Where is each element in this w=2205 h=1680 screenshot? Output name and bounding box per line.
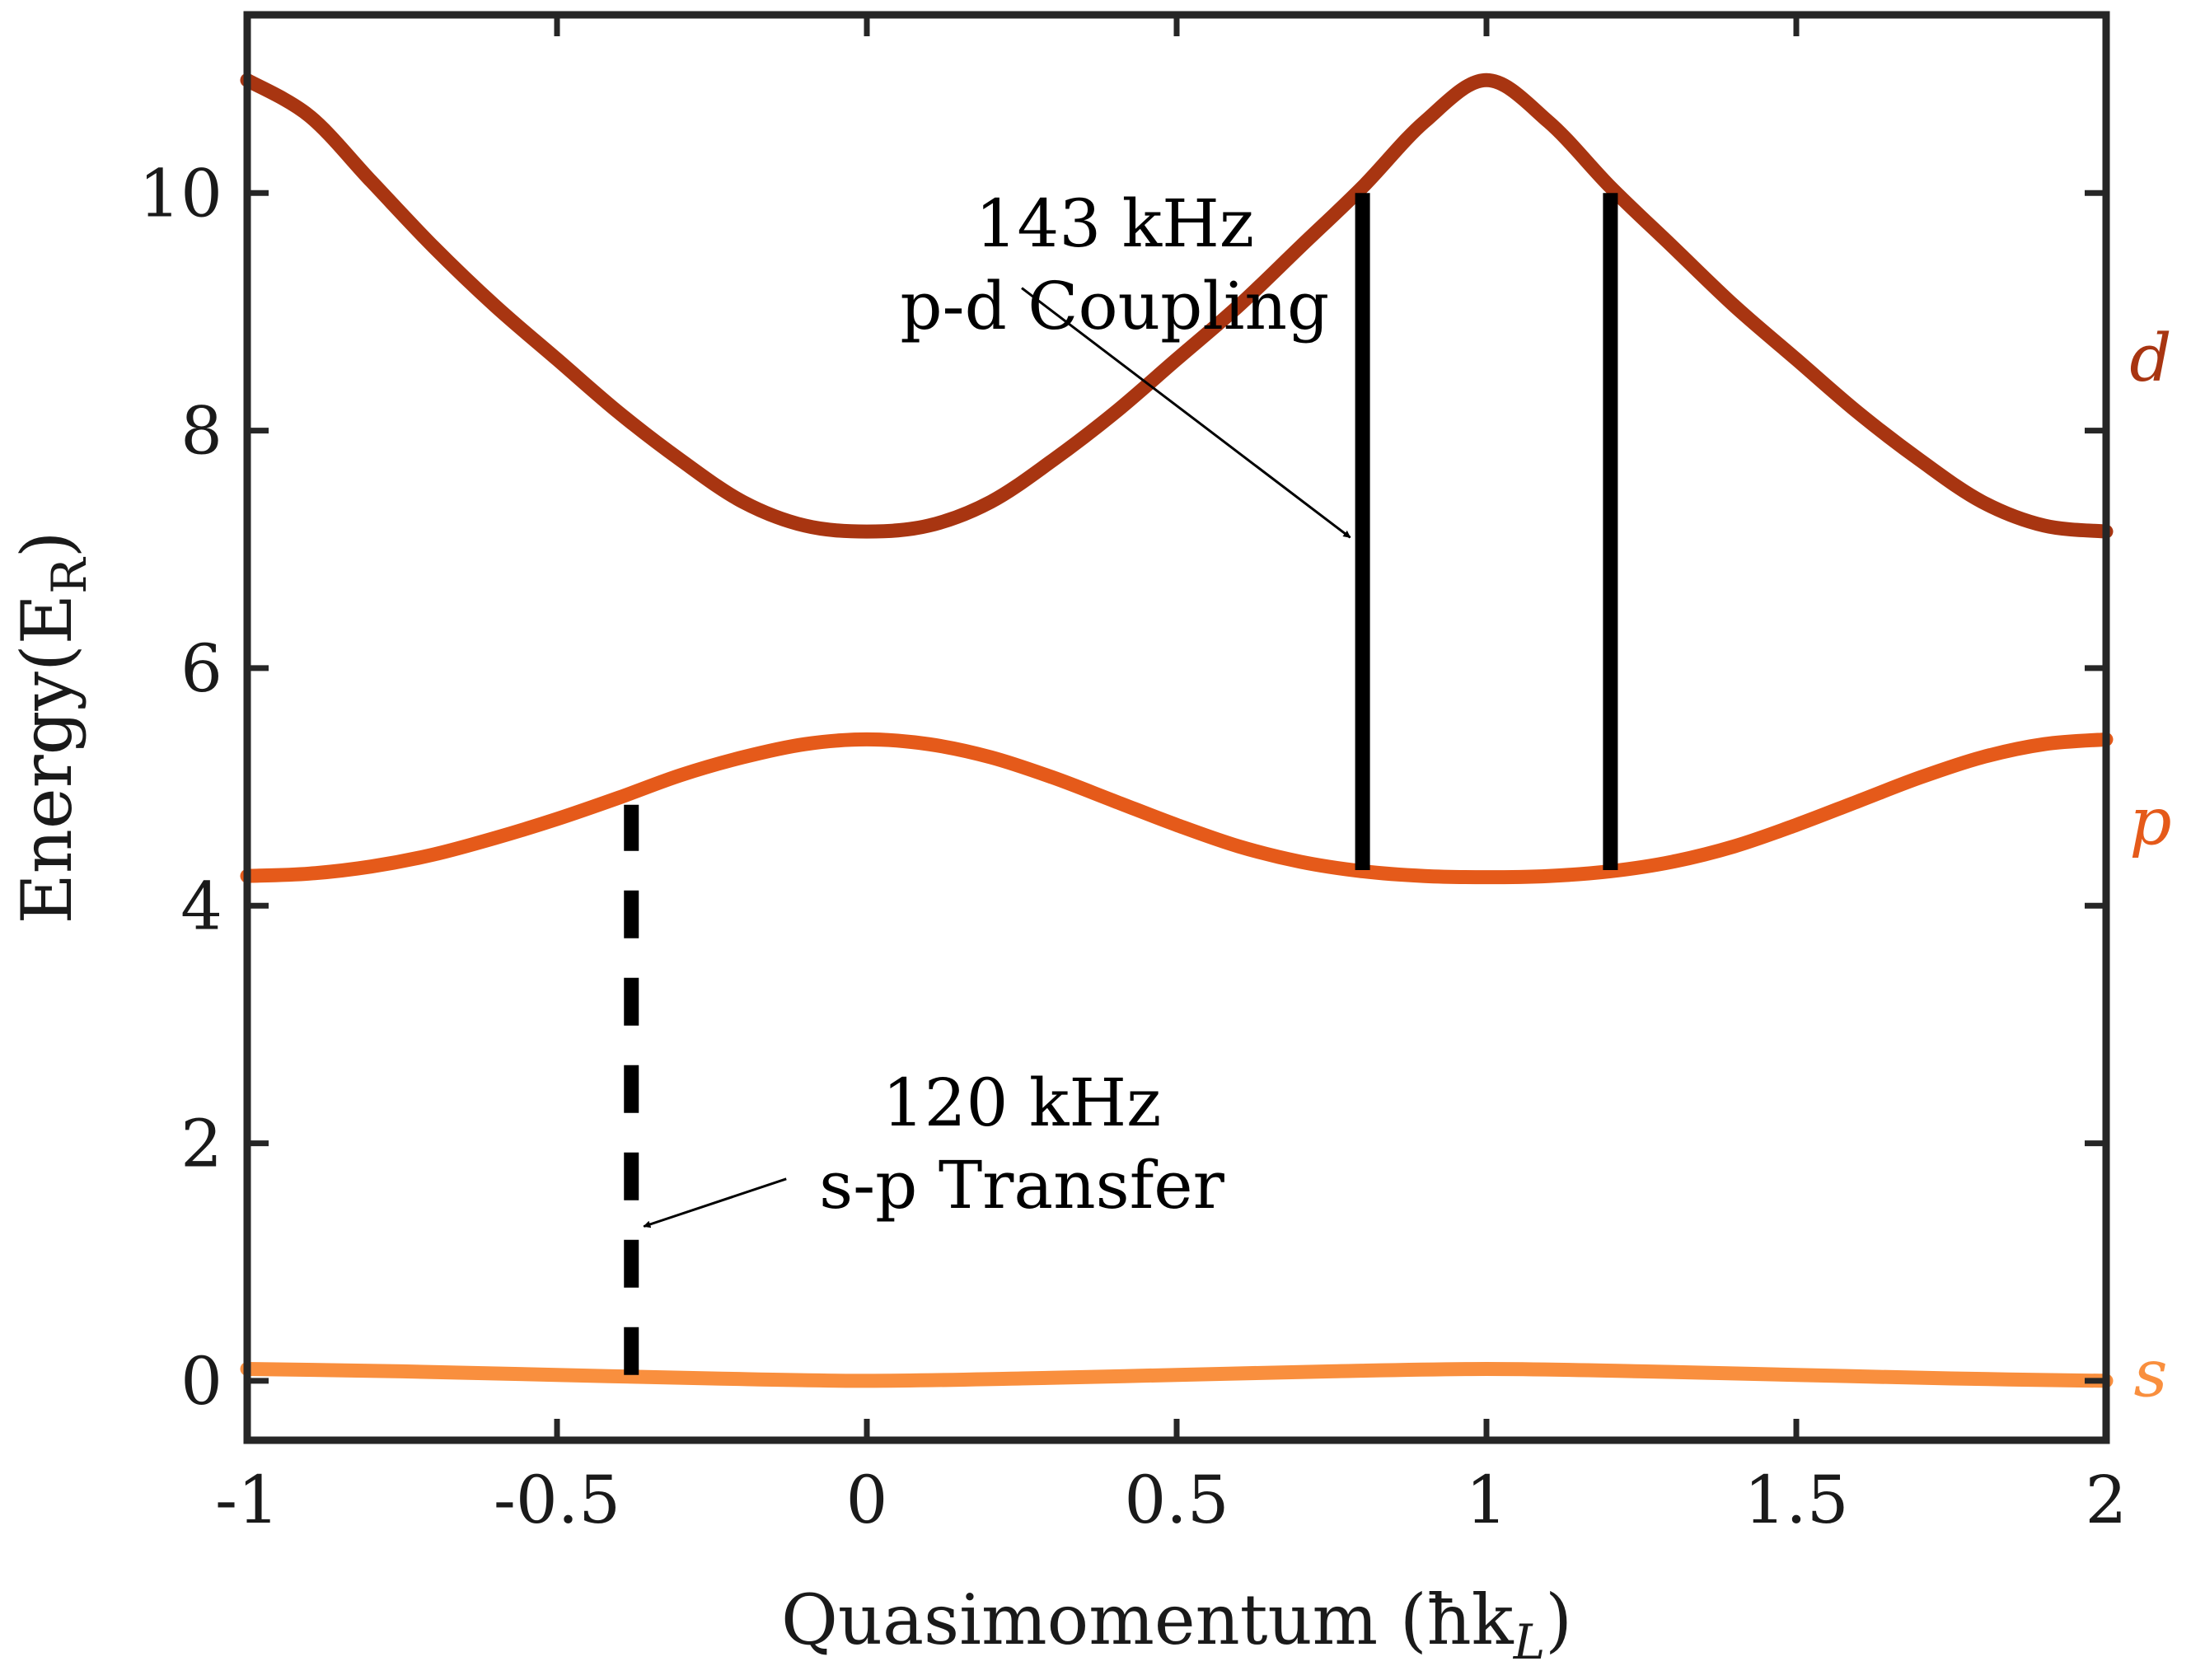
y-tick-label: 6 xyxy=(180,630,222,707)
band-label-d: d xyxy=(2129,320,2171,396)
y-tick-label: 0 xyxy=(180,1343,222,1420)
y-tick-label: 4 xyxy=(180,868,222,944)
annotation-arrow xyxy=(643,1177,787,1228)
annotation-arrow xyxy=(1021,287,1351,539)
band-curve-p xyxy=(240,732,2114,885)
y-tick-label: 10 xyxy=(138,155,222,232)
band-curve-s xyxy=(240,1362,2114,1388)
annotation-text: 120 kHz s-p Transfer xyxy=(819,1065,1225,1224)
plot-area: 143 kHz p-d Coupling 120 kHz s-p Transfer xyxy=(240,73,2114,1388)
x-tick-label: 0.5 xyxy=(1124,1462,1229,1538)
y-tick-label: 2 xyxy=(180,1106,222,1182)
x-tick-label: 0 xyxy=(846,1462,888,1538)
y-axis-title: Energy(ER) xyxy=(7,531,97,924)
y-tick-label: 8 xyxy=(180,393,222,470)
annotation-line: 143 kHz xyxy=(976,185,1255,262)
annotation-line: p-d Coupling xyxy=(900,268,1329,344)
x-tick-label: 2 xyxy=(2086,1462,2128,1538)
band-label-p: p xyxy=(2129,783,2171,859)
annotation-line: s-p Transfer xyxy=(819,1147,1225,1224)
annotation-text: 143 kHz p-d Coupling xyxy=(900,185,1329,344)
annotation-line: 120 kHz xyxy=(882,1065,1162,1141)
x-tick-label: -0.5 xyxy=(494,1462,620,1538)
x-tick-label: 1 xyxy=(1466,1462,1508,1538)
x-tick-label: 1.5 xyxy=(1744,1462,1848,1538)
band-curve-d xyxy=(240,73,2114,539)
x-axis-title: Quasimomentum (ħkL) xyxy=(781,1579,1572,1670)
x-tick-label: -1 xyxy=(215,1462,279,1538)
band-label-s: s xyxy=(2133,1336,2167,1412)
